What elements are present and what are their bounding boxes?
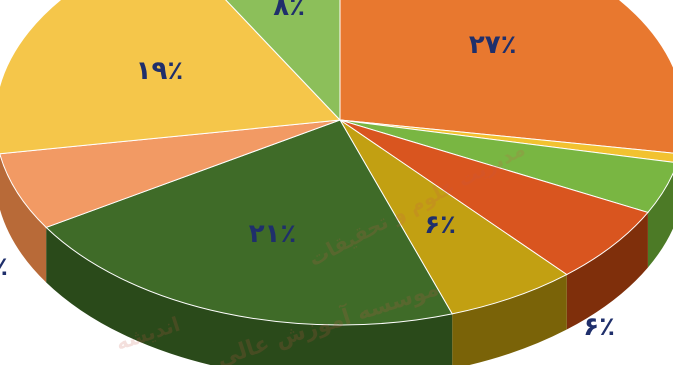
pie-slice-label-4: ۶٪ <box>424 210 456 240</box>
pie-slice-5 <box>45 119 453 326</box>
pie-slice-0 <box>339 0 673 154</box>
pie-slice-6 <box>0 119 341 228</box>
pie-top-group <box>0 0 673 326</box>
pie-slice-side-6 <box>0 154 47 283</box>
pie-slice-3 <box>339 119 649 276</box>
pie-slice-4 <box>339 119 568 315</box>
pie-label-group: ۲۷٪ ۶٪ ۲۱٪ ۱۹٪ ۸٪ <box>136 0 517 249</box>
outside-label-1: ٪ <box>0 252 8 282</box>
pie-slice-label-5: ۲۱٪ <box>249 219 297 249</box>
pie-slice-8 <box>225 0 341 122</box>
pie-slice-7 <box>0 0 342 155</box>
pie-slice-label-0: ۲۷٪ <box>469 30 517 60</box>
outside-label-0: ۶٪ <box>583 312 615 342</box>
pie-side-group <box>0 154 673 365</box>
pie-slice-side-4 <box>452 274 567 365</box>
pie-slice-side-3 <box>566 212 648 330</box>
pie-slice-label-8: ۸٪ <box>273 0 305 22</box>
pie-slice-side-2 <box>647 173 673 268</box>
pie-slice-side-5 <box>46 227 453 365</box>
outside-labels: ۶٪ ٪ <box>0 252 615 342</box>
pie-slice-label-7: ۱۹٪ <box>136 56 184 86</box>
